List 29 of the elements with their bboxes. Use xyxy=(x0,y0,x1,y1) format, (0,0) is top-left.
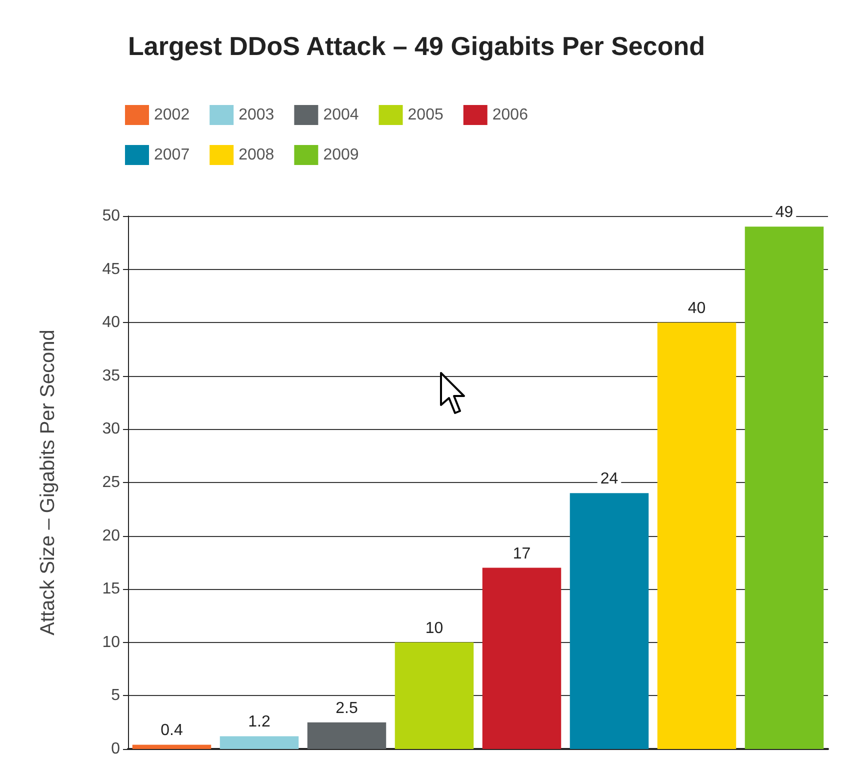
data-label: 2.5 xyxy=(336,700,358,717)
legend-label: 2003 xyxy=(238,106,274,124)
legend-label: 2005 xyxy=(408,106,444,124)
y-tick-label: 5 xyxy=(111,687,120,704)
y-tick-label: 35 xyxy=(102,367,120,384)
y-tick-label: 0 xyxy=(111,740,120,758)
y-tick-label: 30 xyxy=(102,420,120,438)
y-tick-label: 45 xyxy=(102,260,120,278)
y-tick-label: 40 xyxy=(102,314,120,332)
data-label: 0.4 xyxy=(160,722,183,740)
legend-label: 2006 xyxy=(492,106,528,124)
data-label: 17 xyxy=(512,545,531,562)
y-tick-label: 15 xyxy=(102,580,120,598)
legend-label: 2004 xyxy=(323,106,359,124)
legend-label: 2009 xyxy=(323,146,359,164)
chart-title: Largest DDoS Attack – 49 Gigabits Per Second xyxy=(128,31,705,61)
legend-label: 2002 xyxy=(154,106,190,124)
data-label: 49 xyxy=(775,204,794,222)
legend-label: 2008 xyxy=(238,146,274,164)
y-tick-label: 50 xyxy=(102,208,120,224)
data-label: 40 xyxy=(688,300,706,318)
legend-label: 2007 xyxy=(154,146,190,164)
data-label: 10 xyxy=(425,620,444,637)
y-axis-title: Attack Size – Gigabits Per Second xyxy=(37,330,59,636)
data-label: 24 xyxy=(600,470,618,488)
y-tick-label: 10 xyxy=(102,634,120,651)
y-tick-label: 25 xyxy=(102,474,120,491)
y-tick-label: 20 xyxy=(102,527,120,544)
data-label: 1.2 xyxy=(248,714,270,731)
